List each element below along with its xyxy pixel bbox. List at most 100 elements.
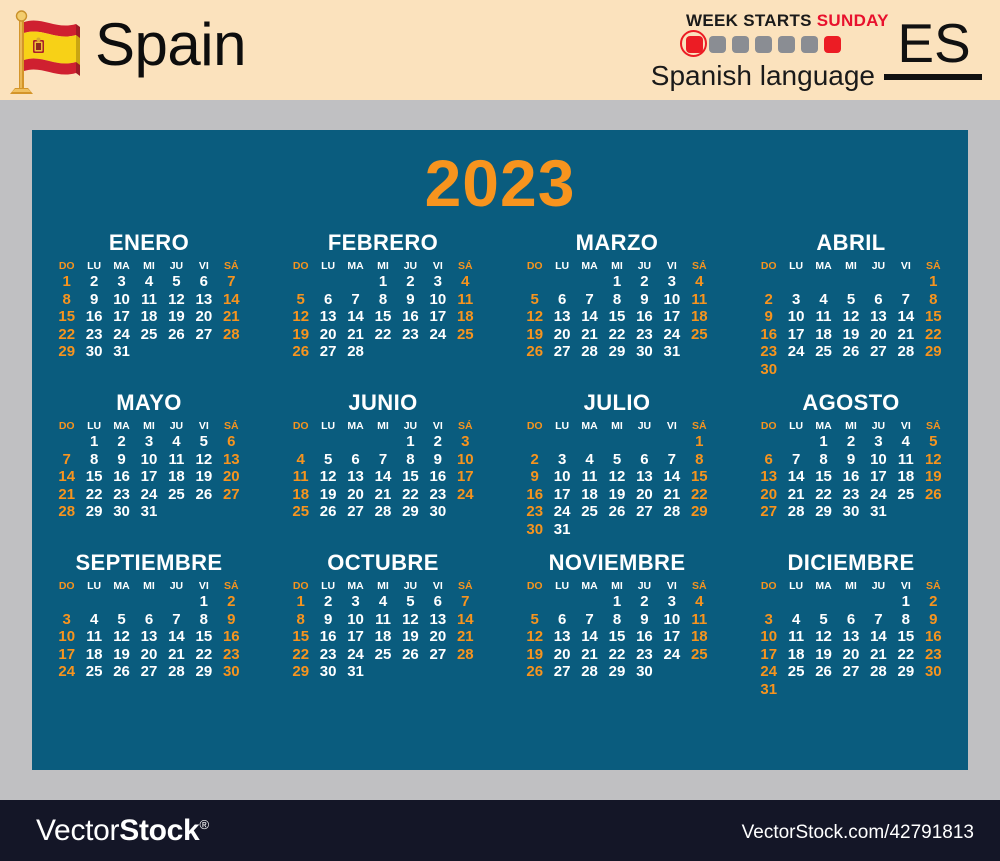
day-cell[interactable]: 6 (199, 273, 209, 290)
day-cell[interactable]: 27 (553, 343, 571, 360)
day-cell[interactable]: 22 (690, 485, 708, 503)
day-cell[interactable]: 23 (402, 325, 419, 343)
day-cell[interactable]: 12 (292, 308, 310, 325)
day-cell[interactable]: 28 (168, 663, 185, 680)
day-cell[interactable]: 2 (406, 273, 415, 290)
day-cell[interactable]: 1 (296, 593, 305, 610)
day-cell[interactable]: 14 (581, 308, 598, 325)
day-cell[interactable]: 17 (663, 628, 681, 645)
day-cell[interactable]: 2 (530, 450, 539, 468)
day-cell[interactable]: 8 (929, 290, 938, 308)
day-cell[interactable]: 16 (636, 628, 653, 645)
day-cell[interactable]: 20 (553, 645, 571, 663)
day-cell[interactable]: 17 (140, 468, 158, 485)
day-cell[interactable]: 26 (924, 485, 942, 503)
day-cell[interactable]: 21 (897, 325, 915, 343)
day-cell[interactable]: 4 (585, 450, 594, 468)
day-cell[interactable]: 6 (640, 450, 649, 468)
day-cell[interactable]: 7 (351, 290, 360, 308)
day-cell[interactable]: 15 (292, 628, 310, 645)
day-cell[interactable]: 14 (581, 628, 598, 645)
day-cell[interactable]: 18 (897, 468, 915, 485)
day-cell[interactable]: 24 (456, 485, 474, 503)
day-cell[interactable]: 4 (901, 433, 911, 450)
day-cell[interactable]: 12 (526, 308, 544, 325)
day-cell[interactable]: 17 (760, 645, 778, 663)
day-cell[interactable]: 25 (85, 663, 103, 680)
day-cell[interactable]: 18 (815, 325, 832, 343)
day-cell[interactable]: 21 (581, 325, 598, 343)
day-cell[interactable]: 17 (553, 485, 571, 503)
day-cell[interactable]: 16 (429, 468, 447, 485)
day-cell[interactable]: 19 (924, 468, 942, 485)
day-cell[interactable]: 11 (292, 468, 309, 485)
day-cell[interactable]: 11 (168, 450, 185, 468)
day-cell[interactable]: 13 (553, 628, 571, 645)
day-cell[interactable]: 19 (168, 308, 185, 325)
day-cell[interactable]: 6 (227, 433, 236, 450)
day-cell[interactable]: 24 (663, 325, 681, 343)
day-cell[interactable]: 6 (433, 593, 443, 610)
day-cell[interactable]: 28 (787, 503, 805, 520)
day-cell[interactable]: 1 (89, 433, 99, 450)
day-cell[interactable]: 3 (351, 593, 360, 610)
day-cell[interactable]: 4 (378, 593, 388, 610)
day-cell[interactable]: 8 (378, 290, 388, 308)
day-cell[interactable]: 11 (375, 610, 391, 628)
day-cell[interactable]: 14 (168, 628, 185, 645)
day-cell[interactable]: 4 (819, 290, 828, 308)
day-cell[interactable]: 25 (456, 325, 474, 343)
day-cell[interactable]: 25 (140, 325, 158, 343)
day-cell[interactable]: 13 (760, 468, 778, 485)
day-cell[interactable]: 30 (924, 663, 942, 680)
day-cell[interactable]: 31 (113, 343, 130, 360)
day-cell[interactable]: 26 (195, 485, 213, 503)
day-cell[interactable]: 11 (86, 628, 103, 645)
day-cell[interactable]: 27 (760, 503, 778, 520)
day-cell[interactable]: 23 (222, 645, 240, 663)
day-cell[interactable]: 26 (526, 343, 544, 360)
day-cell[interactable]: 26 (402, 645, 419, 663)
day-cell[interactable]: 6 (557, 290, 567, 308)
day-cell[interactable]: 12 (319, 468, 337, 485)
day-cell[interactable]: 13 (195, 290, 213, 308)
day-cell[interactable]: 1 (378, 273, 388, 290)
day-cell[interactable]: 24 (870, 485, 887, 503)
day-cell[interactable]: 19 (526, 645, 544, 663)
day-cell[interactable]: 19 (402, 628, 419, 645)
day-cell[interactable]: 26 (608, 503, 626, 520)
day-cell[interactable]: 29 (608, 343, 626, 360)
day-cell[interactable]: 11 (141, 290, 157, 308)
day-cell[interactable]: 31 (760, 680, 778, 698)
day-cell[interactable]: 17 (113, 308, 130, 325)
day-cell[interactable]: 20 (553, 325, 571, 343)
day-cell[interactable]: 13 (842, 628, 860, 645)
day-cell[interactable]: 19 (113, 645, 130, 663)
day-cell[interactable]: 22 (374, 325, 392, 343)
day-cell[interactable]: 11 (788, 628, 805, 645)
day-cell[interactable]: 30 (526, 520, 544, 538)
day-cell[interactable]: 10 (429, 290, 447, 308)
day-cell[interactable]: 31 (140, 503, 158, 520)
day-cell[interactable]: 9 (640, 610, 649, 628)
day-cell[interactable]: 12 (842, 308, 860, 325)
day-cell[interactable]: 16 (842, 468, 860, 485)
day-cell[interactable]: 13 (140, 628, 158, 645)
day-cell[interactable]: 29 (195, 663, 213, 680)
day-cell[interactable]: 10 (663, 610, 681, 628)
day-cell[interactable]: 30 (222, 663, 240, 680)
day-cell[interactable]: 25 (690, 325, 708, 343)
day-cell[interactable]: 20 (347, 485, 364, 503)
day-cell[interactable]: 9 (433, 450, 443, 468)
day-cell[interactable]: 3 (874, 433, 883, 450)
day-cell[interactable]: 8 (612, 610, 622, 628)
day-cell[interactable]: 29 (608, 663, 626, 680)
day-cell[interactable]: 15 (608, 308, 626, 325)
day-cell[interactable]: 9 (846, 450, 856, 468)
day-cell[interactable]: 6 (846, 610, 856, 628)
day-cell[interactable]: 17 (787, 325, 805, 343)
day-cell[interactable]: 28 (456, 645, 474, 663)
day-cell[interactable]: 1 (612, 273, 622, 290)
day-cell[interactable]: 21 (222, 308, 240, 325)
day-cell[interactable]: 27 (553, 663, 571, 680)
